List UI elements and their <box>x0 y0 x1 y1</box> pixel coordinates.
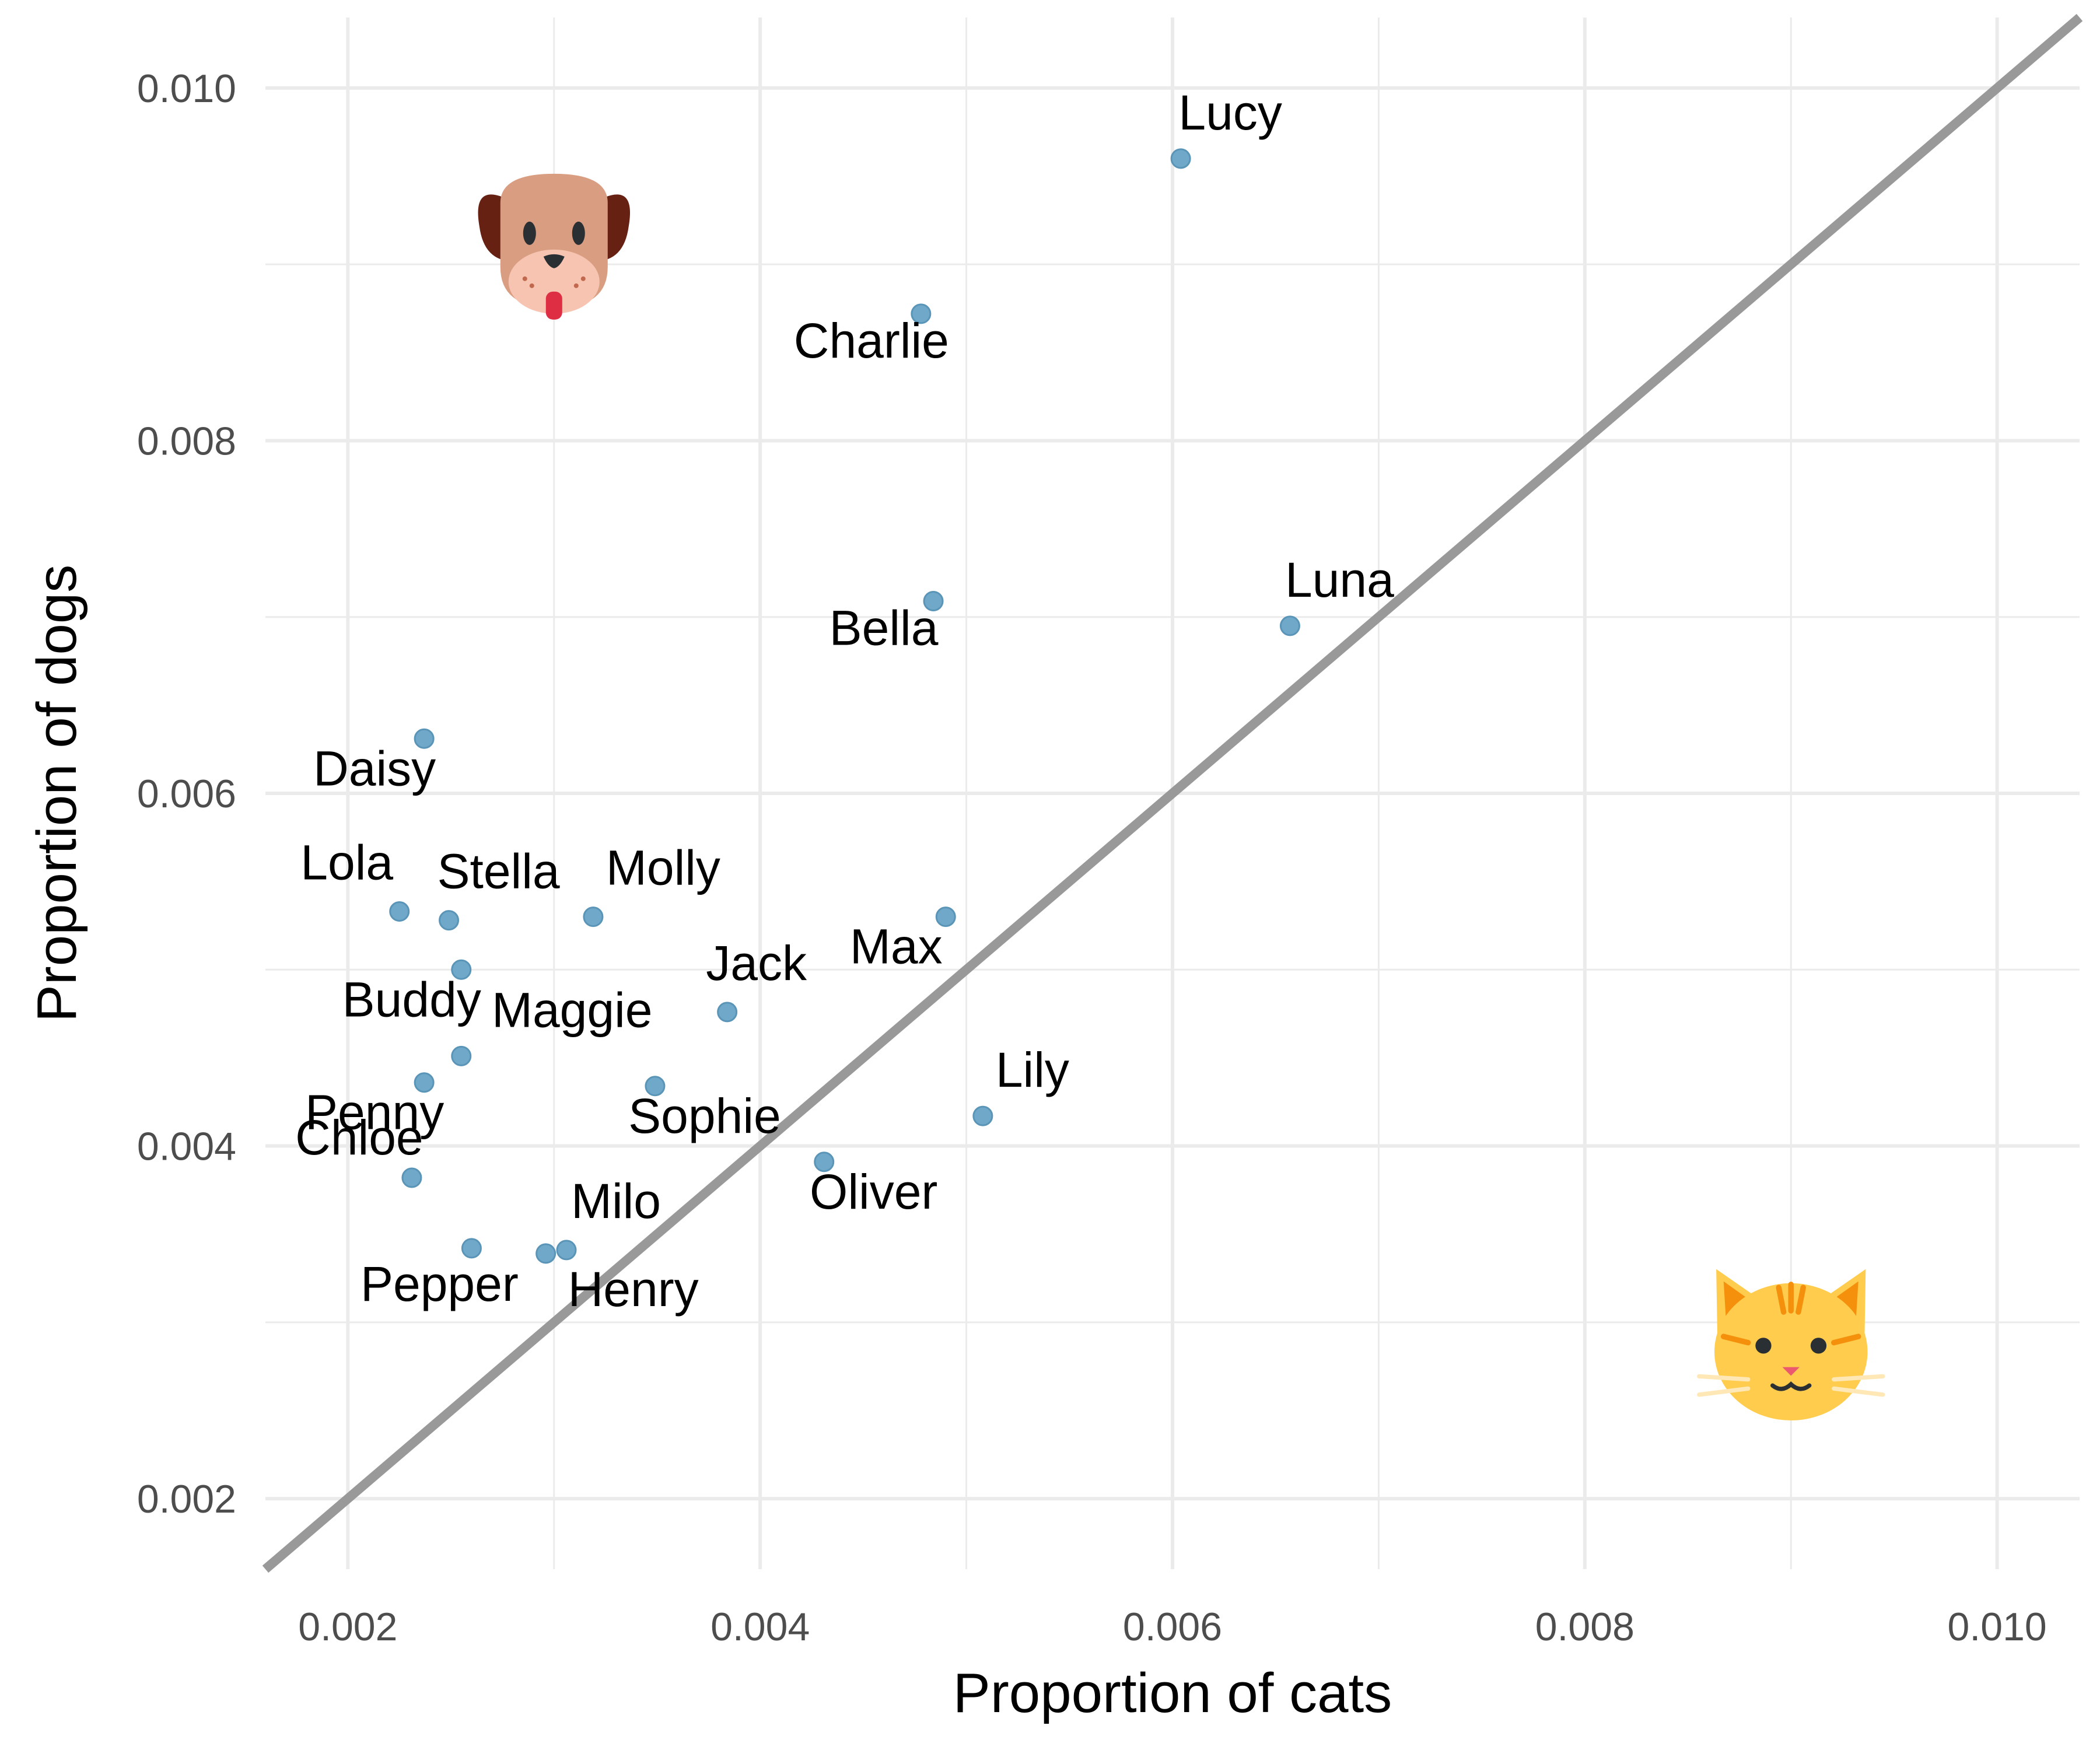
point-label: Stella <box>437 844 559 899</box>
reference-line-group <box>262 13 2083 1573</box>
data-point <box>911 303 932 324</box>
data-point <box>717 1002 738 1023</box>
point-label: Oliver <box>810 1164 937 1219</box>
point-label: Milo <box>571 1174 661 1228</box>
icon-layer <box>478 173 1885 1421</box>
x-tick-label: 0.010 <box>1948 1605 2047 1649</box>
point-labels: Lucy Charlie Luna Bella Daisy Lola Stella Molly… <box>295 85 1394 1317</box>
y-axis-title: Proportion of dogs <box>26 565 88 1023</box>
y-tick-label: 0.004 <box>137 1125 236 1169</box>
data-point <box>1170 148 1191 169</box>
data-point <box>923 591 944 612</box>
y-tick-label: 0.002 <box>137 1477 236 1521</box>
data-point <box>439 910 460 931</box>
data-point <box>935 907 956 928</box>
data-point <box>461 1238 482 1259</box>
y-tick-label: 0.006 <box>137 772 236 816</box>
point-label: Henry <box>568 1262 699 1317</box>
data-point <box>414 728 435 749</box>
y-tick-label: 0.008 <box>137 419 236 463</box>
x-tick-label: 0.002 <box>298 1605 397 1649</box>
x-tick-label: 0.004 <box>710 1605 810 1649</box>
data-point <box>645 1076 666 1097</box>
data-point <box>556 1240 577 1261</box>
dog-face-icon <box>478 173 631 320</box>
point-label: Penny <box>305 1085 444 1140</box>
point-label: Bella <box>830 601 939 656</box>
point-label: Daisy <box>313 741 436 796</box>
point-label: Lola <box>300 835 393 890</box>
data-point <box>1279 615 1300 636</box>
data-point <box>414 1072 435 1093</box>
data-point <box>536 1243 556 1264</box>
point-label: Lucy <box>1178 85 1282 140</box>
y-tick-label: 0.010 <box>137 66 236 111</box>
point-label: Sophie <box>628 1088 781 1143</box>
point-label: Jack <box>706 936 807 991</box>
data-point <box>451 1045 472 1066</box>
point-label: Charlie <box>794 313 949 368</box>
point-label: Chloe <box>295 1110 423 1165</box>
cat-face-icon <box>1697 1269 1885 1421</box>
x-tick-label: 0.006 <box>1123 1605 1222 1649</box>
point-label: Pepper <box>360 1256 519 1311</box>
data-points <box>389 148 1300 1264</box>
point-label: Max <box>850 919 943 974</box>
data-point <box>583 907 604 928</box>
data-point <box>972 1105 993 1126</box>
point-label: Lily <box>996 1042 1069 1097</box>
point-label: Maggie <box>492 982 653 1037</box>
data-point <box>451 959 472 980</box>
x-tick-label: 0.008 <box>1535 1605 1634 1649</box>
data-point <box>389 901 410 922</box>
tick-labels: 0.002 0.004 0.006 0.008 0.010 0.002 0.004 0.006… <box>137 66 2047 1649</box>
point-label: Molly <box>606 841 720 895</box>
x-axis-title: Proportion of cats <box>953 1662 1392 1724</box>
data-point <box>401 1167 422 1188</box>
point-label: Buddy <box>342 972 481 1027</box>
data-point <box>814 1152 835 1172</box>
identity-line <box>262 13 2083 1573</box>
point-label: Luna <box>1285 552 1394 607</box>
